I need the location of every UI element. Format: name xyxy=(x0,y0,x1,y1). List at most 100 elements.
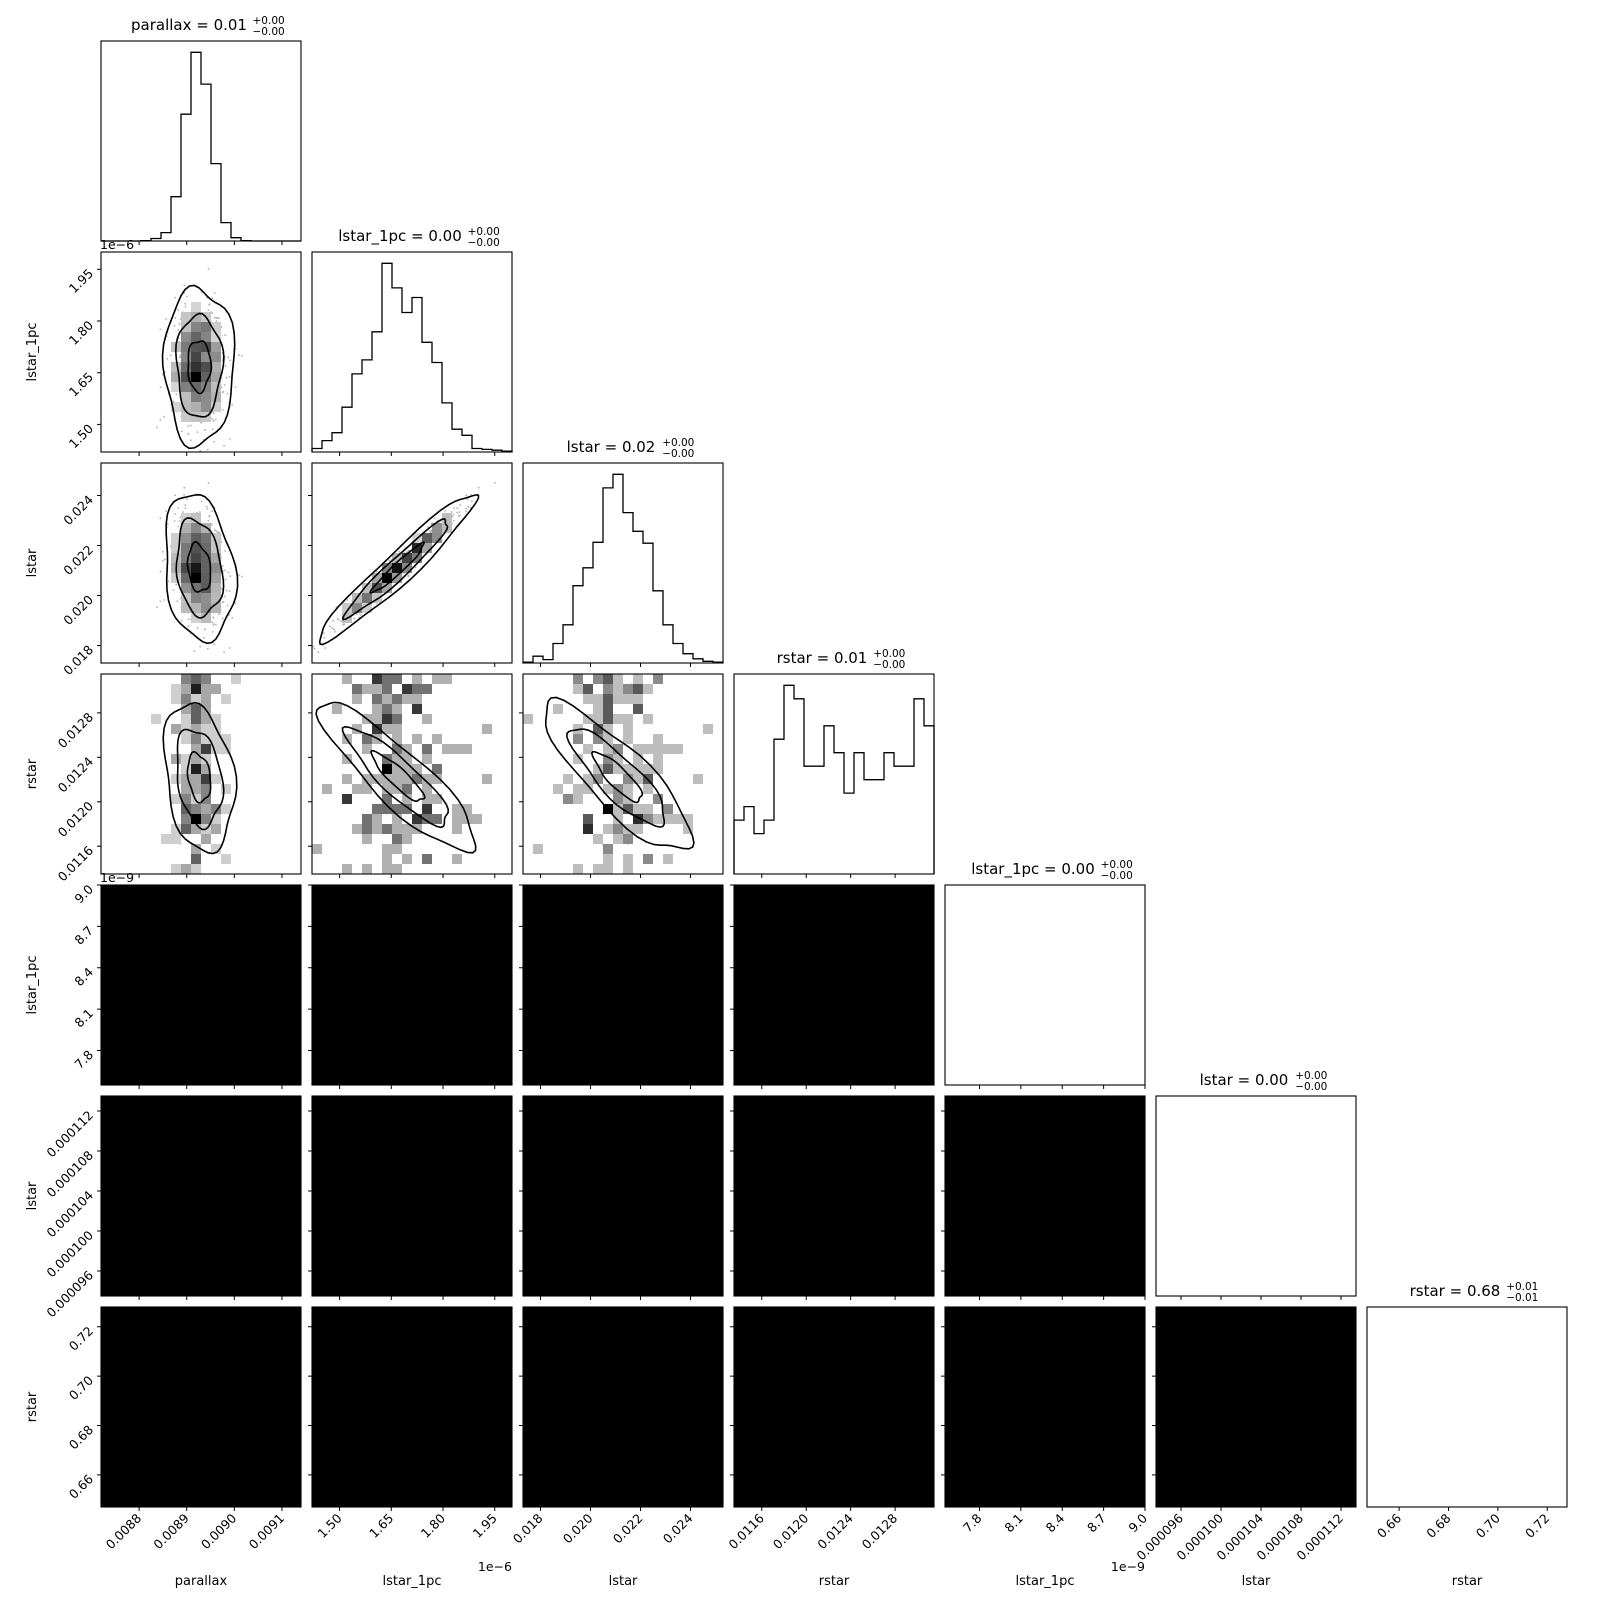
density-bin xyxy=(131,1045,141,1055)
density-bin xyxy=(764,1045,774,1055)
density-bin xyxy=(653,995,663,1005)
density-bin xyxy=(854,1025,864,1035)
density-bin xyxy=(261,1286,271,1296)
density-bin xyxy=(834,1065,844,1075)
density-bin xyxy=(764,885,774,895)
density-bin xyxy=(784,895,794,905)
density-bin xyxy=(683,885,693,895)
density-bin xyxy=(924,985,934,995)
density-bin xyxy=(352,824,362,834)
density-bin xyxy=(573,1065,583,1075)
density-bin xyxy=(111,1286,121,1296)
density-bin xyxy=(894,975,904,985)
density-bin xyxy=(884,915,894,925)
density-bin xyxy=(613,985,623,995)
density-bin xyxy=(101,985,111,995)
density-bin xyxy=(894,985,904,995)
density-bin xyxy=(352,905,362,915)
density-bin xyxy=(844,995,854,1005)
sample-point xyxy=(173,520,176,522)
density-bin xyxy=(231,1025,241,1035)
density-bin xyxy=(111,1256,121,1266)
density-bin xyxy=(131,1075,141,1085)
density-bin xyxy=(583,1005,593,1015)
density-bin xyxy=(593,694,603,704)
density-bin xyxy=(332,885,342,895)
sample-point xyxy=(456,511,459,514)
sample-point xyxy=(317,651,320,653)
density-bin xyxy=(774,895,784,905)
density-bin xyxy=(673,1025,683,1035)
sample-point xyxy=(224,550,227,552)
panel-frame xyxy=(944,884,1146,1086)
density-bin xyxy=(191,402,201,412)
density-bin xyxy=(312,955,322,965)
density-bin xyxy=(422,925,432,935)
density-bin xyxy=(231,1055,241,1065)
density-bin xyxy=(703,1025,713,1035)
density-bin xyxy=(151,955,161,965)
density-bin xyxy=(322,985,332,995)
density-bin xyxy=(914,915,924,925)
density-bin xyxy=(764,1065,774,1075)
density-bin xyxy=(201,1266,211,1276)
density-bin xyxy=(432,915,442,925)
density-bin xyxy=(452,895,462,905)
density-bin xyxy=(703,995,713,1005)
density-bin xyxy=(131,1276,141,1286)
density-bin xyxy=(332,704,342,714)
density-bin xyxy=(824,1035,834,1045)
density-bin xyxy=(884,895,894,905)
density-bin xyxy=(271,1055,281,1065)
density-bin xyxy=(482,985,492,995)
sample-point xyxy=(205,505,208,508)
density-bin xyxy=(201,744,211,754)
sample-point xyxy=(175,393,178,396)
density-bin xyxy=(754,1075,764,1085)
density-bin xyxy=(814,1075,824,1085)
density-bin xyxy=(181,814,191,824)
density-bin xyxy=(653,955,663,965)
density-bin xyxy=(231,925,241,935)
density-bin xyxy=(191,563,201,573)
density-bin xyxy=(412,995,422,1005)
density-bin xyxy=(191,854,201,864)
density-bin xyxy=(221,985,231,995)
density-bin xyxy=(221,1025,231,1035)
density-bin xyxy=(703,1015,713,1025)
density-bin xyxy=(261,1246,271,1256)
density-bin xyxy=(352,1065,362,1075)
sample-point xyxy=(159,418,162,421)
density-bin xyxy=(844,925,854,935)
density-bin xyxy=(271,905,281,915)
density-bin xyxy=(141,1055,151,1065)
density-bin xyxy=(432,945,442,955)
density-bin xyxy=(422,1045,432,1055)
sample-point xyxy=(223,384,226,386)
density-bin xyxy=(744,1065,754,1075)
density-bin xyxy=(271,1166,281,1176)
density-bin xyxy=(151,1156,161,1166)
density-bin xyxy=(111,1015,121,1025)
density-bin xyxy=(221,1035,231,1045)
density-bin xyxy=(713,1065,723,1075)
density-bin xyxy=(784,885,794,895)
density-bin xyxy=(111,1276,121,1286)
density-bin xyxy=(784,1045,794,1055)
density-bin xyxy=(623,734,633,744)
density-bin xyxy=(141,1065,151,1075)
sample-point xyxy=(466,498,469,500)
density-bin xyxy=(372,1065,382,1075)
density-bin xyxy=(884,1065,894,1075)
density-bin xyxy=(623,694,633,704)
density-bin xyxy=(291,1025,301,1035)
density-bin xyxy=(261,1045,271,1055)
density-bin xyxy=(291,895,301,905)
density-bin xyxy=(392,1005,402,1015)
density-bin xyxy=(744,905,754,915)
density-bin xyxy=(362,895,372,905)
density-bin xyxy=(261,905,271,915)
density-bin xyxy=(171,885,181,895)
density-bin xyxy=(703,1035,713,1045)
density-bin xyxy=(432,1075,442,1085)
